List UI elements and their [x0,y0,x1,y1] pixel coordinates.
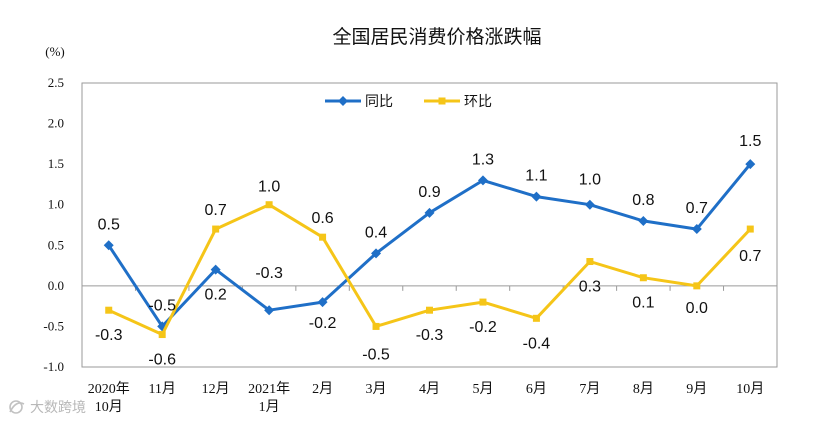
chart-title: 全国居民消费价格涨跌幅 [332,26,541,48]
data-point [158,331,166,339]
data-point [584,199,595,210]
data-point [265,201,273,209]
x-tick-label: 10月 [736,381,764,397]
plot-frame [81,82,778,368]
data-label: 0.7 [739,248,761,265]
data-label: -0.5 [362,346,390,363]
watermark-text: 大数跨境 [30,399,86,415]
legend-label-0: 同比 [365,93,393,109]
y-tick-label: 2.5 [48,75,64,90]
x-tick-label: 9月 [686,381,707,397]
x-axis: 2020年 10月 11月 12月 2021年 1月 2月 3月 4月 5月 6月 7月 8月 9月 10月 [81,285,778,415]
y-tick-label: -0.5 [43,318,64,333]
data-point [693,282,701,290]
legend-label-1: 环比 [464,93,492,109]
watermark: 大数跨境 [9,399,86,415]
data-label: -0.3 [416,327,444,344]
data-label: 0.5 [98,216,120,233]
data-label: 1.0 [579,172,601,189]
y-axis: 2.5 2.0 1.5 1.0 0.5 0.0 -0.5 -1.0 [43,75,64,374]
data-label: 0.9 [418,184,440,201]
data-point [477,175,488,186]
data-point [532,314,540,322]
x-tick-label: 4月 [419,381,440,397]
data-label: -0.5 [148,297,176,314]
y-tick-label: 1.0 [48,197,64,212]
data-point [212,225,220,233]
data-point [264,305,275,316]
data-label: 1.1 [525,168,547,185]
y-tick-label: -1.0 [43,359,64,374]
data-point [317,297,328,308]
data-label: 0.0 [686,300,708,317]
logo-swirl-icon [9,400,25,414]
data-label: -0.2 [469,319,497,336]
data-point [639,274,647,282]
data-label: -0.2 [309,315,337,332]
data-label: 1.5 [739,133,761,150]
legend-marker-0 [338,96,348,106]
data-label: -0.6 [148,352,176,369]
data-point [745,159,756,170]
data-point [105,306,113,314]
x-tick-label: 7月 [579,381,600,397]
data-label: 1.3 [472,151,494,168]
data-point [691,224,702,235]
data-label: 0.1 [632,295,654,312]
x-tick-label: 6月 [526,381,547,397]
x-tick-label: 2020年 [88,381,130,397]
data-label: -0.3 [255,265,283,282]
data-label: 0.3 [579,279,601,296]
x-tick-label: 2月 [312,381,333,397]
data-label: 0.4 [365,224,387,241]
y-tick-label: 1.5 [48,156,64,171]
data-point [319,233,327,241]
data-labels: 0.5 -0.5 0.2 -0.3 -0.2 0.4 0.9 1.3 1.1 1.0 0.8 0.7 1… [95,133,762,368]
legend-marker-1 [438,97,446,105]
data-point [531,191,542,202]
data-label: 0.6 [311,210,333,227]
x-tick-label: 10月 [95,399,123,415]
data-point [371,248,382,259]
x-tick-label: 12月 [202,381,230,397]
x-tick-label: 3月 [366,381,387,397]
x-tick-label: 5月 [472,381,493,397]
data-point [638,215,649,226]
data-point [424,207,435,218]
data-point [479,298,487,306]
legend: 同比 环比 [325,93,492,109]
series-line-1 [108,203,752,336]
data-point [372,322,380,330]
data-label: 0.7 [686,200,708,217]
y-tick-label: 2.0 [48,116,64,131]
x-tick-label: 11月 [148,381,175,397]
data-label: 0.7 [205,202,227,219]
data-point [746,225,754,233]
data-point [586,258,594,266]
x-tick-label: 1月 [259,399,280,415]
data-point [426,306,433,314]
data-label: -0.4 [523,335,551,352]
y-tick-label: 0.5 [48,237,64,252]
data-point [210,264,221,275]
y-tick-label: 0.0 [48,278,64,293]
data-point [103,240,114,251]
x-tick-label: 2021年 [248,381,290,397]
data-label: 1.0 [258,179,280,196]
y-unit-label: (%) [45,44,65,59]
data-label: 0.2 [205,287,227,304]
series-lines [103,159,756,339]
data-label: 0.8 [632,192,654,209]
x-tick-label: 8月 [633,381,654,397]
data-label: -0.3 [95,327,123,344]
